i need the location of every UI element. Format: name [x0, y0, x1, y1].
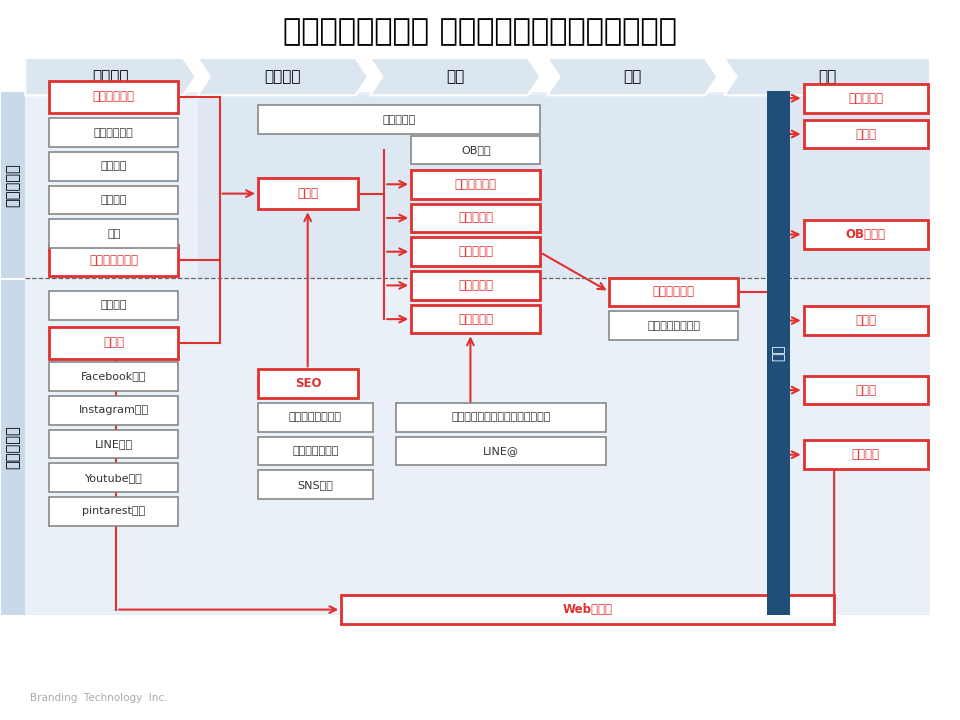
Text: バス広告: バス広告	[101, 195, 127, 205]
Text: SNS運用: SNS運用	[298, 480, 333, 490]
Text: 行動: 行動	[446, 69, 465, 84]
Text: 建築幕: 建築幕	[855, 384, 876, 397]
FancyBboxPatch shape	[49, 497, 179, 526]
Text: 見学会: 見学会	[855, 127, 876, 140]
Text: LINE@: LINE@	[483, 446, 519, 456]
Text: 紹介をす㐧: 紹介をす㐧	[849, 91, 883, 104]
Text: 個別相談会: 個別相談会	[458, 312, 493, 325]
Text: 比較: 比較	[623, 69, 641, 84]
Text: ポータルサイト: ポータルサイト	[292, 446, 339, 456]
FancyBboxPatch shape	[258, 178, 358, 210]
FancyBboxPatch shape	[804, 306, 928, 335]
FancyBboxPatch shape	[49, 220, 179, 248]
Text: Webサイト: Webサイト	[563, 603, 612, 616]
Text: 成約: 成約	[818, 69, 836, 84]
Text: タクシー広告: タクシー広告	[94, 127, 133, 138]
FancyBboxPatch shape	[610, 277, 738, 306]
Polygon shape	[25, 58, 196, 95]
Polygon shape	[198, 58, 368, 95]
FancyBboxPatch shape	[804, 84, 928, 112]
FancyBboxPatch shape	[258, 470, 372, 499]
Text: 口コミ: 口コミ	[855, 314, 876, 327]
FancyBboxPatch shape	[411, 204, 540, 233]
Text: フリーペーパー: フリーペーパー	[89, 254, 138, 267]
Text: モデルハウス: モデルハウス	[455, 178, 496, 191]
FancyBboxPatch shape	[411, 271, 540, 300]
FancyBboxPatch shape	[49, 245, 179, 276]
Text: リスティング広告: リスティング広告	[289, 413, 342, 423]
FancyBboxPatch shape	[411, 238, 540, 266]
Text: 総合展示場: 総合展示場	[382, 114, 416, 125]
FancyBboxPatch shape	[49, 327, 179, 359]
Text: 紹介をもらう: 紹介をもらう	[653, 285, 695, 298]
Text: 構造見学会: 構造見学会	[458, 246, 493, 258]
Polygon shape	[198, 94, 930, 277]
FancyBboxPatch shape	[411, 170, 540, 199]
Polygon shape	[547, 58, 717, 95]
FancyBboxPatch shape	[396, 403, 607, 432]
FancyBboxPatch shape	[341, 595, 834, 624]
Text: 情報収集: 情報収集	[265, 69, 301, 84]
Text: 日常生活: 日常生活	[92, 69, 129, 84]
FancyBboxPatch shape	[411, 305, 540, 333]
Text: 雑誌: 雑誌	[108, 229, 121, 239]
FancyBboxPatch shape	[49, 430, 179, 458]
Text: pintarest広告: pintarest広告	[83, 506, 145, 516]
Text: 事例集・資料作成: 事例集・資料作成	[647, 320, 701, 330]
Text: 新聞折込: 新聞折込	[101, 300, 127, 310]
Polygon shape	[724, 58, 930, 95]
FancyBboxPatch shape	[49, 291, 179, 320]
Text: オンライン: オンライン	[6, 426, 20, 469]
FancyBboxPatch shape	[258, 105, 540, 134]
Text: Facebook広告: Facebook広告	[81, 372, 147, 382]
Text: 》注文住宅向け》 カスタマージャーニーマップ: 》注文住宅向け》 カスタマージャーニーマップ	[283, 17, 677, 46]
FancyBboxPatch shape	[49, 81, 179, 112]
FancyBboxPatch shape	[49, 152, 179, 181]
FancyBboxPatch shape	[49, 118, 179, 147]
FancyBboxPatch shape	[1, 92, 25, 277]
Text: Instagram広告: Instagram広告	[79, 405, 149, 415]
FancyBboxPatch shape	[804, 376, 928, 405]
Text: チラシ: チラシ	[104, 336, 125, 349]
Text: SEO: SEO	[295, 377, 322, 390]
Text: Branding  Technology  Inc.: Branding Technology Inc.	[30, 693, 168, 703]
Text: オフライン: オフライン	[6, 163, 20, 207]
FancyBboxPatch shape	[767, 91, 790, 615]
FancyBboxPatch shape	[49, 362, 179, 391]
Text: 施工事例: 施工事例	[852, 448, 879, 462]
FancyBboxPatch shape	[258, 403, 372, 432]
FancyBboxPatch shape	[49, 186, 179, 215]
Text: OB宅訪問: OB宅訪問	[846, 228, 886, 241]
Text: マーケティングオートメーション: マーケティングオートメーション	[451, 413, 551, 423]
Text: OB訪問: OB訪問	[461, 145, 491, 155]
Text: Youtube広告: Youtube広告	[85, 472, 143, 482]
FancyBboxPatch shape	[25, 92, 930, 615]
FancyBboxPatch shape	[1, 279, 25, 615]
FancyBboxPatch shape	[258, 369, 358, 398]
FancyBboxPatch shape	[804, 120, 928, 148]
FancyBboxPatch shape	[258, 437, 372, 465]
Polygon shape	[370, 58, 540, 95]
Text: 成約: 成約	[772, 344, 785, 361]
FancyBboxPatch shape	[49, 463, 179, 492]
Text: 見学ツアー: 見学ツアー	[458, 212, 493, 225]
FancyBboxPatch shape	[396, 437, 607, 465]
FancyBboxPatch shape	[804, 220, 928, 249]
Text: LINE広告: LINE広告	[95, 439, 132, 449]
Text: 勉強会: 勉強会	[298, 187, 319, 200]
FancyBboxPatch shape	[610, 311, 738, 340]
Text: 完成見学会: 完成見学会	[458, 279, 493, 292]
FancyBboxPatch shape	[411, 135, 540, 164]
FancyBboxPatch shape	[804, 441, 928, 469]
Text: 建築幕・看板: 建築幕・看板	[93, 90, 134, 103]
FancyBboxPatch shape	[49, 396, 179, 425]
Text: 電車広告: 電車広告	[101, 161, 127, 171]
